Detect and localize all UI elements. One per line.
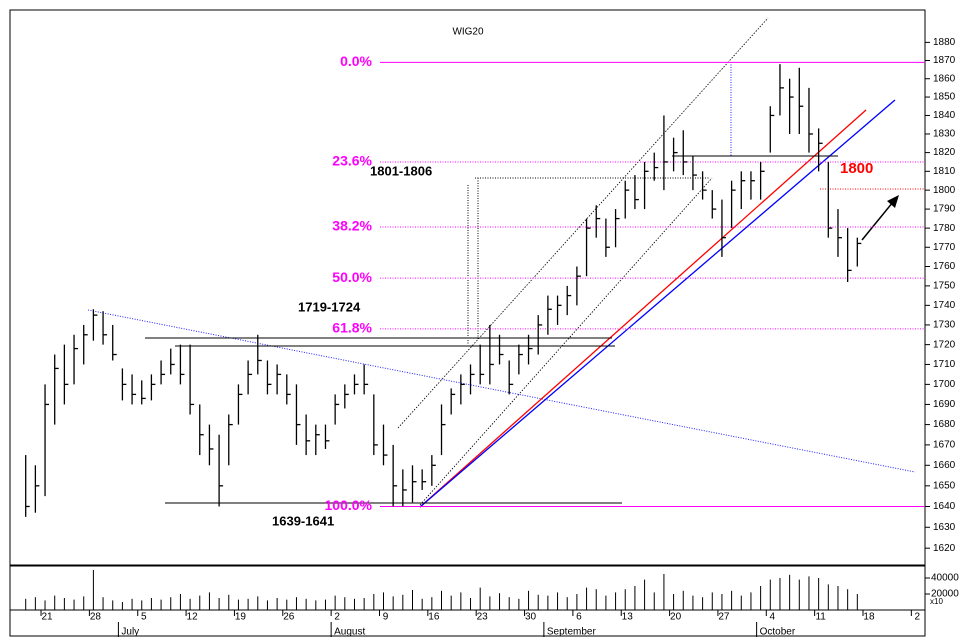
- arrow: [861, 201, 894, 241]
- y-tick-label: 1780: [933, 223, 956, 234]
- x-tick-label: 12: [187, 612, 199, 623]
- volume-unit: x10: [930, 597, 943, 606]
- y-tick-label: 1850: [933, 92, 956, 103]
- fib-label: 100.0%: [325, 497, 373, 513]
- y-tick-label: 1630: [933, 522, 956, 533]
- arrow-head: [887, 195, 899, 208]
- month-label: August: [334, 627, 365, 637]
- channel-line: [397, 17, 769, 429]
- y-tick-label: 1810: [933, 166, 956, 177]
- x-tick-label: 18: [863, 612, 875, 623]
- y-tick-label: 1870: [933, 55, 956, 66]
- fib-label: 23.6%: [332, 153, 372, 169]
- y-tick-label: 1860: [933, 73, 956, 84]
- x-tick-label: 23: [477, 612, 489, 623]
- x-tick-label: 16: [428, 612, 440, 623]
- volume-panel: [9, 565, 926, 611]
- y-tick-label: 1840: [933, 110, 956, 121]
- y-tick-label: 1670: [933, 440, 956, 451]
- x-tick-label: 9: [383, 612, 389, 623]
- y-tick-label: 1740: [933, 300, 956, 311]
- fib-label: 61.8%: [332, 320, 372, 336]
- month-label: October: [760, 627, 796, 637]
- annotation: 1719-1724: [298, 299, 361, 314]
- y-tick-label: 1700: [933, 379, 956, 390]
- trend-line: [87, 309, 916, 473]
- x-tick-label: 2: [334, 612, 340, 623]
- x-tick-label: 6: [576, 612, 582, 623]
- y-tick-label: 1660: [933, 460, 956, 471]
- annotation: 1800: [840, 160, 873, 177]
- annotation: 1639-1641: [272, 513, 334, 528]
- trend-line: [419, 99, 896, 508]
- y-tick-label: 1830: [933, 129, 956, 140]
- y-tick-label: 1710: [933, 359, 956, 370]
- y-tick-label: 1650: [933, 480, 956, 491]
- x-tick-label: 5: [141, 612, 147, 623]
- month-label: September: [547, 627, 597, 637]
- x-tick-label: 13: [622, 612, 634, 623]
- channel-line: [419, 177, 713, 506]
- x-tick-label: 26: [283, 612, 295, 623]
- y-tick-label: 1750: [933, 281, 956, 292]
- y-tick-label: 1620: [933, 543, 956, 554]
- month-label: July: [121, 627, 139, 637]
- x-tick-label: 19: [235, 612, 247, 623]
- y-tick-label: 1790: [933, 204, 956, 215]
- trend-lines: [87, 17, 925, 508]
- x-tick-label: 27: [718, 612, 730, 623]
- y-tick-label: 1820: [933, 147, 956, 158]
- date-axis: [9, 609, 926, 637]
- chart-title: WIG20: [452, 27, 484, 38]
- fib-label: 0.0%: [340, 53, 372, 69]
- y-tick-label: 1720: [933, 339, 956, 350]
- annotation: 1801-1806: [370, 163, 432, 178]
- fib-label: 50.0%: [332, 269, 372, 285]
- y-tick-label: 1770: [933, 242, 956, 253]
- y-tick-label: 1760: [933, 261, 956, 272]
- x-tick-label: 2: [915, 612, 921, 623]
- y-tick-label: 1800: [933, 185, 956, 196]
- y-tick-label: 1880: [933, 37, 956, 48]
- fib-label: 38.2%: [332, 218, 372, 234]
- y-tick-label: 1640: [933, 501, 956, 512]
- price-panel: [9, 9, 926, 566]
- x-tick-label: 11: [815, 612, 826, 623]
- x-tick-label: 4: [770, 612, 776, 623]
- volume-tick-label: 20000: [931, 589, 959, 600]
- x-tick-label: 21: [41, 612, 53, 623]
- x-tick-label: 30: [525, 612, 537, 623]
- y-tick-label: 1730: [933, 320, 956, 331]
- x-tick-label: 20: [670, 612, 682, 623]
- y-tick-label: 1680: [933, 419, 956, 430]
- y-tick-label: 1690: [933, 399, 956, 410]
- trend-line: [419, 109, 867, 508]
- volume-tick-label: 40000: [931, 573, 959, 584]
- x-tick-label: 28: [90, 612, 102, 623]
